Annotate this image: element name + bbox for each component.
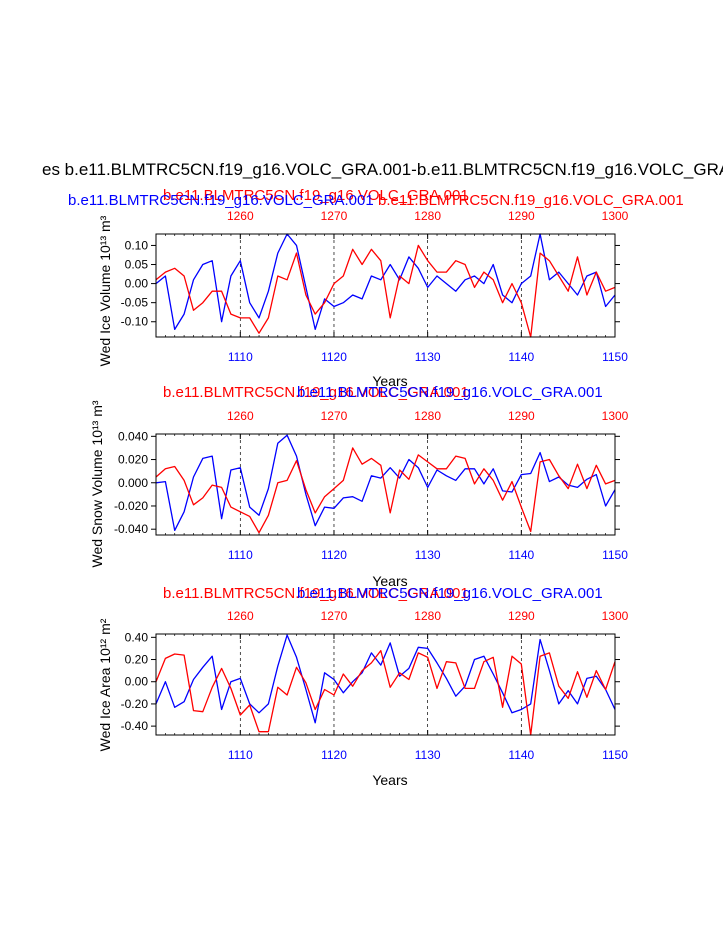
- ytick-label: -0.05: [121, 296, 149, 310]
- xtick-label-top: 1300: [602, 409, 629, 423]
- panel-ice-volume-xlabel: Years: [372, 373, 407, 389]
- xtick-label-top: 1270: [321, 609, 348, 623]
- xtick-label-top: 1270: [321, 209, 348, 223]
- panel-ice-volume-title-red-2: b.e11.BLMTRC5CN.f19_g16.VOLC_GRA.001: [378, 192, 684, 209]
- ytick-label: -0.040: [114, 522, 148, 536]
- panel-snow-volume-title-blue: b.e11.BLMTRC5CN.f19_g16.VOLC_GRA.001: [297, 384, 603, 401]
- panel-ice-volume-ylabel: Wed Ice Volume 10¹³ m³: [97, 215, 113, 366]
- xtick-label-bottom: 1110: [228, 548, 253, 562]
- series-red-line: [155, 649, 616, 736]
- panel-ice-area-title-blue: b.e11.BLMTRC5CN.f19_g16.VOLC_GRA.001: [297, 585, 603, 602]
- xtick-label-top: 1290: [508, 209, 535, 223]
- panel-ice-area-ylabel: Wed Ice Area 10¹² m²: [97, 618, 113, 751]
- ytick-label: -0.020: [114, 499, 148, 513]
- xtick-label-bottom: 1120: [321, 548, 347, 562]
- plot-ice-area: 0.40 0.20 0.00 -0.20 -0.40 1110 1120 1130 1140 11…: [121, 609, 629, 762]
- panel-snow-volume-title-red: b.e11.BLMTRC5CN.f19_g16.VOLC_GRA.001: [163, 384, 469, 401]
- ytick-label: 0.05: [125, 258, 149, 272]
- series-blue-line: [155, 233, 616, 331]
- panel-ice-area: b.e11.BLMTRC5CN.f19_g16.VOLC_GRA.001 b.e…: [97, 585, 629, 788]
- xtick-label-bottom: 1150: [602, 350, 628, 364]
- xtick-label-top: 1300: [602, 609, 629, 623]
- plot-frame: [155, 633, 616, 736]
- xtick-label-bottom: 1130: [415, 548, 441, 562]
- ytick-label: -0.20: [121, 697, 149, 711]
- xtick-label-top: 1260: [227, 209, 254, 223]
- xtick-label-bottom: 1150: [602, 748, 628, 762]
- page-title: es b.e11.BLMTRC5CN.f19_g16.VOLC_GRA.001-…: [42, 160, 723, 179]
- xtick-label-top: 1290: [508, 409, 535, 423]
- plot-ice-volume: 0.10 0.05 0.00 -0.05 -0.10 1110 1120 1130 1140 11…: [121, 209, 629, 364]
- xtick-label-top: 1300: [602, 209, 629, 223]
- panel-ice-area-xlabel: Years: [372, 772, 407, 788]
- xtick-label-bottom: 1120: [321, 350, 347, 364]
- xtick-label-top: 1290: [508, 609, 535, 623]
- xtick-label-bottom: 1140: [508, 548, 534, 562]
- xtick-label-bottom: 1110: [228, 350, 253, 364]
- series-blue-line: [155, 634, 616, 724]
- ytick-label: 0.000: [118, 476, 148, 490]
- panel-ice-volume-title-red: b.e11.BLMTRC5CN.f19_g16.VOLC_GRA.001: [163, 187, 469, 204]
- ytick-label: 0.40: [125, 630, 149, 644]
- ytick-label: 0.040: [118, 429, 148, 443]
- xtick-label-top: 1260: [227, 609, 254, 623]
- panel-snow-volume-xlabel: Years: [372, 573, 407, 589]
- series-red-line: [155, 447, 616, 534]
- xtick-label-bottom: 1150: [602, 548, 628, 562]
- ytick-label: 0.00: [125, 277, 149, 291]
- series-red-line: [155, 244, 616, 338]
- ytick-label: -0.10: [121, 315, 149, 329]
- xtick-label-top: 1270: [321, 409, 348, 423]
- xtick-label-top: 1280: [414, 209, 441, 223]
- xtick-label-bottom: 1130: [415, 350, 441, 364]
- xtick-label-bottom: 1140: [508, 350, 534, 364]
- ytick-label: -0.40: [121, 719, 149, 733]
- panel-ice-volume-title-blue: b.e11.BLMTRC5CN.f19_g16.VOLC_GRA.001: [68, 192, 374, 209]
- panel-ice-area-title-red: b.e11.BLMTRC5CN.f19_g16.VOLC_GRA.001: [163, 585, 469, 602]
- ytick-label: 0.020: [118, 453, 148, 467]
- plot-frame: [155, 433, 616, 536]
- xtick-label-bottom: 1130: [415, 748, 441, 762]
- xtick-label-top: 1280: [414, 609, 441, 623]
- ytick-label: 0.20: [125, 653, 149, 667]
- panel-ice-volume: b.e11.BLMTRC5CN.f19_g16.VOLC_GRA.001 b.e…: [68, 187, 684, 389]
- plot-frame: [155, 233, 616, 338]
- ytick-label: 0.00: [125, 675, 149, 689]
- plot-snow-volume: 0.040 0.020 0.000 -0.020 -0.040 1110 1120 1130 1…: [114, 409, 629, 562]
- ytick-label: 0.10: [125, 238, 149, 252]
- xtick-label-bottom: 1140: [508, 748, 534, 762]
- series-blue-line: [155, 434, 616, 532]
- xtick-label-top: 1260: [227, 409, 254, 423]
- panel-snow-volume: b.e11.BLMTRC5CN.f19_g16.VOLC_GRA.001 b.e…: [89, 384, 629, 589]
- xtick-label-top: 1280: [414, 409, 441, 423]
- xtick-label-bottom: 1120: [321, 748, 347, 762]
- panel-snow-volume-ylabel: Wed Snow Volume 10¹³ m³: [89, 400, 105, 567]
- xtick-label-bottom: 1110: [228, 748, 253, 762]
